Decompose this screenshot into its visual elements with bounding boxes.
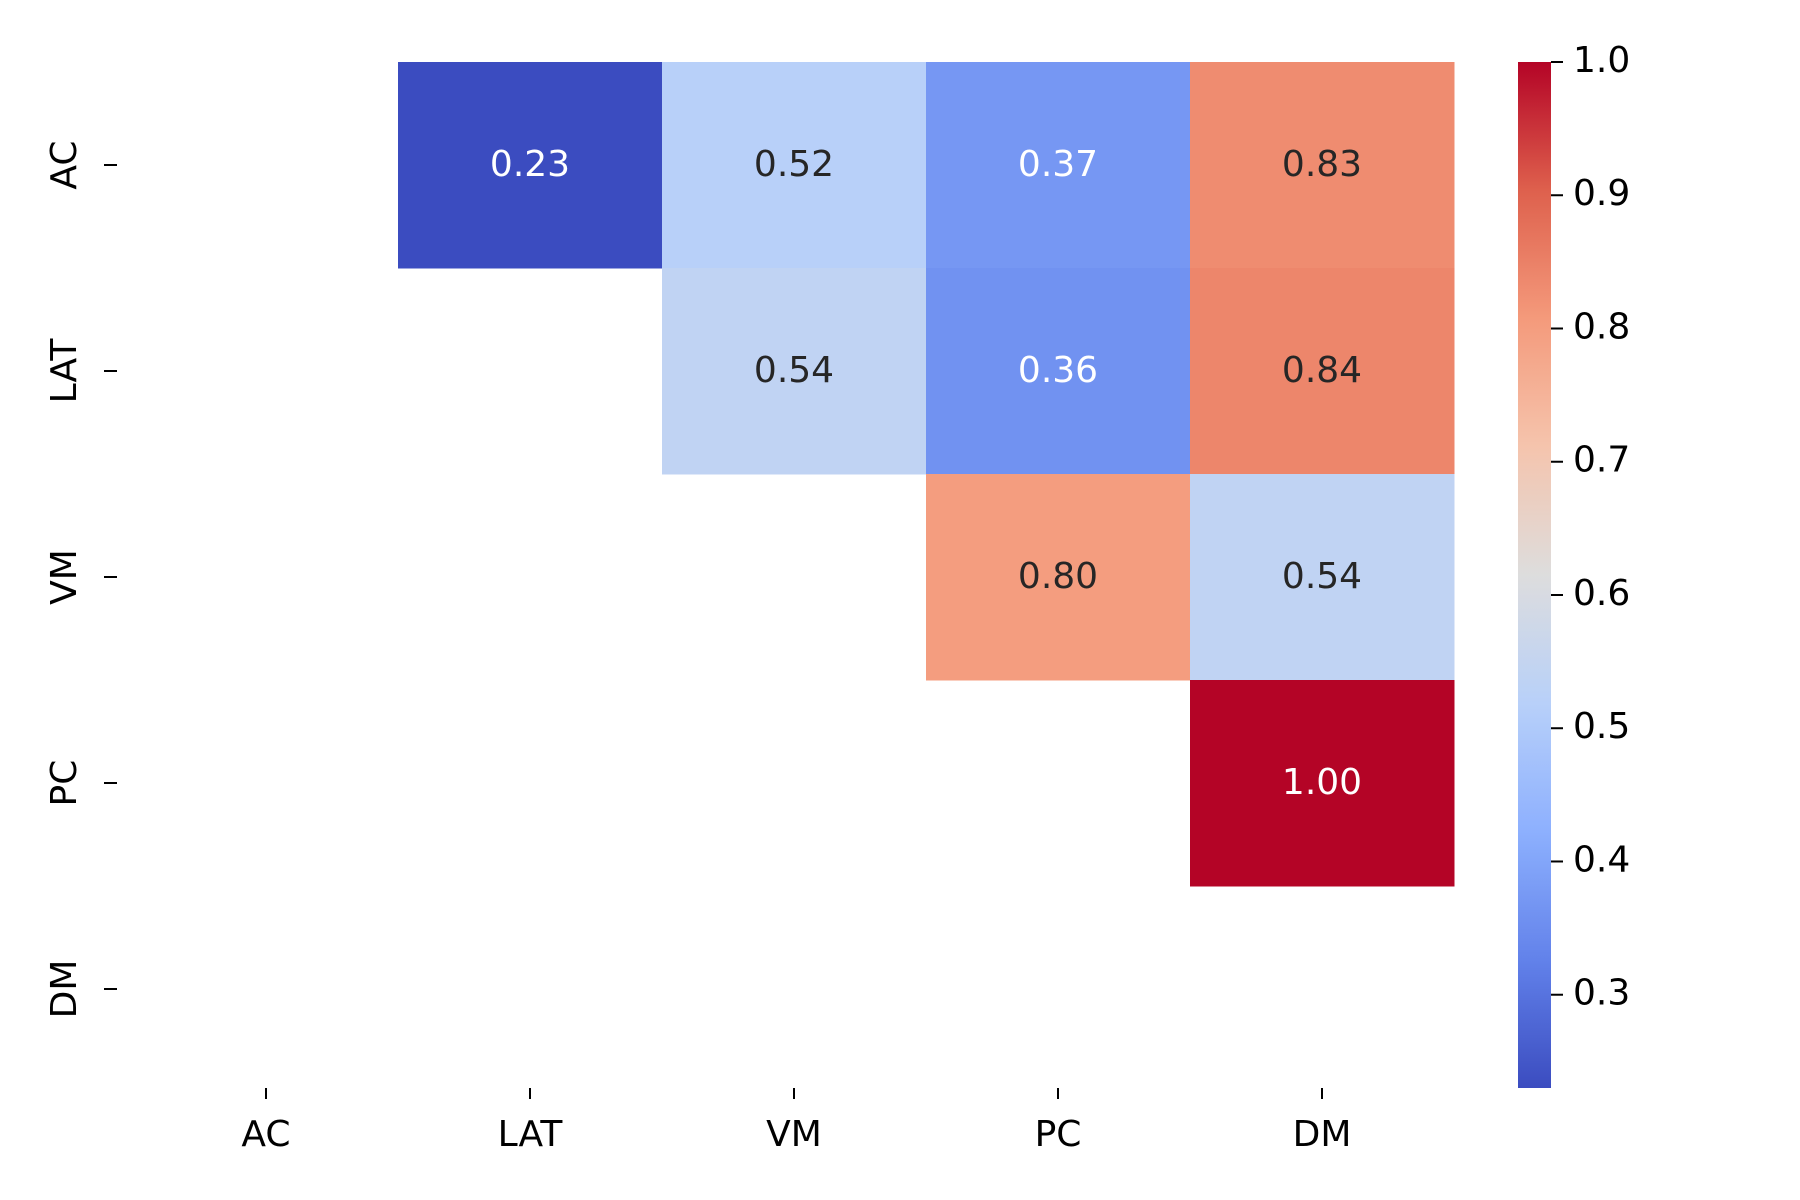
colorbar-tick-label: 0.4 [1573, 839, 1630, 880]
heatmap-cell-vm-dm [1190, 474, 1455, 681]
heatmap-cell-lat-pc [926, 268, 1191, 475]
heatmap-cell-ac-vm [662, 62, 927, 269]
x-axis: AC LAT VM PC DM [241, 1088, 1351, 1155]
heatmap-cell-pc-dm [1190, 680, 1455, 887]
y-axis: AC LAT VM PC DM [44, 140, 117, 1018]
y-tick-label-ac: AC [44, 140, 85, 189]
heatmap-cells: 0.23 0.52 0.37 0.83 0.54 0.36 0.84 0.80 0.54 1.00 [398, 62, 1455, 887]
heatmap-cell-vm-pc [926, 474, 1191, 681]
y-tick-label-vm: VM [44, 549, 85, 605]
heatmap-cell-ac-pc [926, 62, 1191, 269]
cell-value-label: 0.84 [1282, 350, 1362, 391]
colorbar-tick-label: 0.5 [1573, 706, 1630, 747]
y-tick-label-lat: LAT [44, 338, 85, 404]
x-tick-label-lat: LAT [498, 1114, 564, 1155]
cell-value-label: 0.36 [1018, 350, 1098, 391]
cell-value-label: 0.23 [490, 144, 570, 185]
cell-value-label: 0.83 [1282, 144, 1362, 185]
cell-value-label: 0.52 [754, 144, 834, 185]
cell-value-label: 0.80 [1018, 556, 1098, 597]
colorbar-tick-label: 0.3 [1573, 973, 1630, 1014]
cell-value-label: 0.37 [1018, 144, 1098, 185]
x-tick-label-vm: VM [766, 1114, 822, 1155]
colorbar-tick-label: 0.8 [1573, 306, 1630, 347]
cell-value-label: 0.54 [754, 350, 834, 391]
colorbar-tick-label: 0.9 [1573, 173, 1630, 214]
x-tick-label-dm: DM [1293, 1114, 1352, 1155]
heatmap-cell-ac-lat [398, 62, 663, 269]
colorbar [1518, 62, 1551, 1088]
colorbar-axis: 0.3 0.4 0.5 0.6 0.7 0.8 0.9 1.0 [1551, 40, 1630, 1014]
cell-value-label: 0.54 [1282, 556, 1362, 597]
y-tick-label-pc: PC [44, 760, 85, 807]
heatmap-cell-lat-dm [1190, 268, 1455, 475]
colorbar-tick-label: 0.6 [1573, 573, 1630, 614]
cell-value-label: 1.00 [1282, 762, 1362, 803]
colorbar-tick-label: 0.7 [1573, 440, 1630, 481]
x-tick-label-pc: PC [1035, 1114, 1082, 1155]
x-tick-label-ac: AC [241, 1114, 290, 1155]
y-tick-label-dm: DM [44, 960, 85, 1019]
heatmap-cell-ac-dm [1190, 62, 1455, 269]
colorbar-tick-label: 1.0 [1573, 40, 1630, 81]
heatmap-cell-lat-vm [662, 268, 927, 475]
